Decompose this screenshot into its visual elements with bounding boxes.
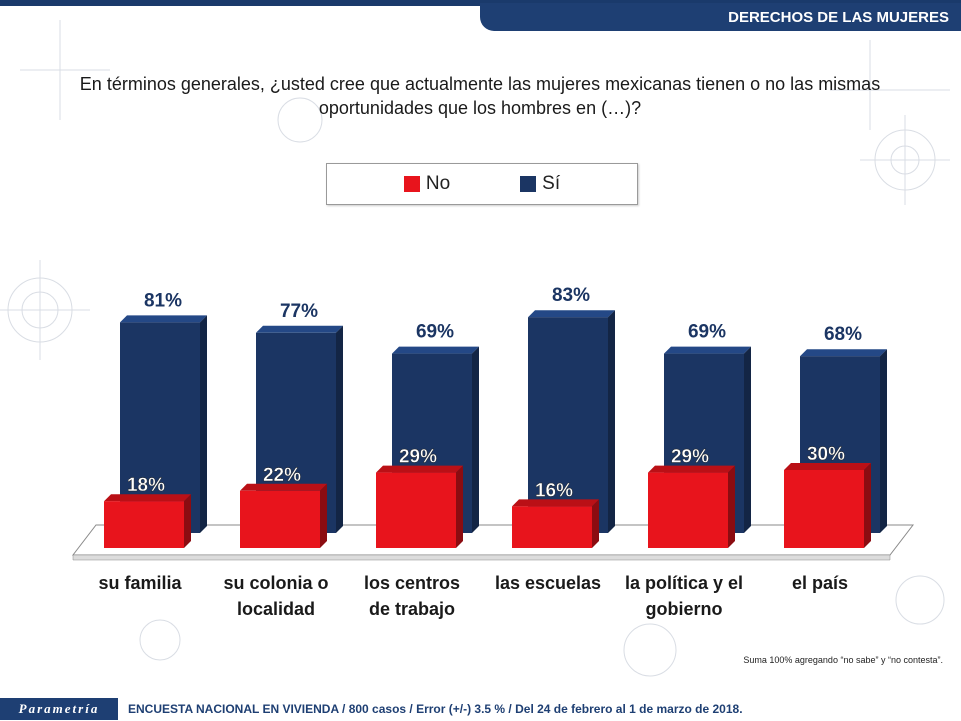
legend-swatch-no xyxy=(403,176,420,192)
data-label-si: 69% xyxy=(416,322,454,343)
category-label: su familia xyxy=(98,573,182,593)
bar-si-top xyxy=(528,310,615,318)
chart-legend: No Sí xyxy=(326,163,638,205)
bar-no xyxy=(648,472,728,548)
bar-no-side xyxy=(864,463,871,548)
section-title: DERECHOS DE LAS MUJERES xyxy=(480,3,961,31)
chart-floor-edge xyxy=(72,554,891,561)
legend-swatch-si xyxy=(520,176,537,192)
bar-si-top xyxy=(120,315,207,323)
bar-no-top xyxy=(240,483,327,491)
survey-question: En términos generales, ¿usted cree que a… xyxy=(30,72,930,120)
bar-no xyxy=(104,501,184,548)
bar-no xyxy=(512,506,592,548)
bar-no-side xyxy=(456,465,463,548)
bar-si-top xyxy=(800,349,887,357)
bar-no-top xyxy=(784,463,871,470)
question-line-2: oportunidades que los hombres en (…)? xyxy=(318,98,642,118)
bar-si-top xyxy=(664,346,751,354)
data-label-si: 77% xyxy=(280,301,318,322)
data-label-no: 22% xyxy=(263,465,301,486)
data-label-no: 29% xyxy=(399,447,437,468)
bar-si-side xyxy=(200,315,207,533)
data-label-si: 81% xyxy=(144,290,182,311)
data-label-si: 83% xyxy=(552,285,590,306)
question-line-1: En términos generales, ¿usted cree que a… xyxy=(79,74,881,94)
data-label-si: 69% xyxy=(688,322,726,343)
category-label: localidad xyxy=(237,599,315,619)
footer-survey-info: ENCUESTA NACIONAL EN VIVIENDA / 800 caso… xyxy=(128,702,743,716)
bar-si-side xyxy=(608,310,615,533)
category-label: de trabajo xyxy=(369,599,455,619)
data-label-no: 18% xyxy=(127,475,165,496)
bar-no-side xyxy=(184,494,191,548)
data-label-no: 30% xyxy=(807,444,845,465)
bar-no-side xyxy=(320,483,327,548)
bar-si-side xyxy=(880,349,887,533)
category-label: las escuelas xyxy=(495,573,601,593)
category-label: los centros xyxy=(364,573,460,593)
category-label: su colonia o xyxy=(223,573,328,593)
footnote: Suma 100% agregando “no sabe” y “no cont… xyxy=(743,655,943,665)
bar-no xyxy=(784,470,864,548)
legend-item-si: Sí xyxy=(520,173,560,195)
bar-si-top xyxy=(392,346,479,354)
bar-no xyxy=(240,490,320,548)
data-label-no: 29% xyxy=(671,447,709,468)
bar-si-side xyxy=(472,346,479,533)
footer-brand-logo: Parametría xyxy=(0,698,118,720)
category-label: gobierno xyxy=(646,599,723,619)
bar-no-top xyxy=(104,494,191,502)
bar-no-side xyxy=(592,499,599,548)
bar-si xyxy=(528,317,608,533)
bar-si-top xyxy=(256,325,343,333)
bar-no-top xyxy=(376,465,463,473)
bar-chart: 81% 18% su familia 77% 22% su colonia o locali… xyxy=(71,285,915,619)
data-label-no: 16% xyxy=(535,480,573,501)
legend-item-no: No xyxy=(403,173,451,195)
data-label-si: 68% xyxy=(824,324,862,345)
legend-label-si: Sí xyxy=(542,173,561,194)
bar-no-top xyxy=(512,499,599,507)
bar-no-top xyxy=(648,465,735,473)
bar-si-side xyxy=(336,325,343,533)
bar-no xyxy=(376,472,456,548)
category-label: la política y el xyxy=(625,573,743,593)
category-label: el país xyxy=(792,573,848,593)
legend-label-no: No xyxy=(425,173,451,194)
bar-si-side xyxy=(744,346,751,533)
bar-no-side xyxy=(728,465,735,548)
